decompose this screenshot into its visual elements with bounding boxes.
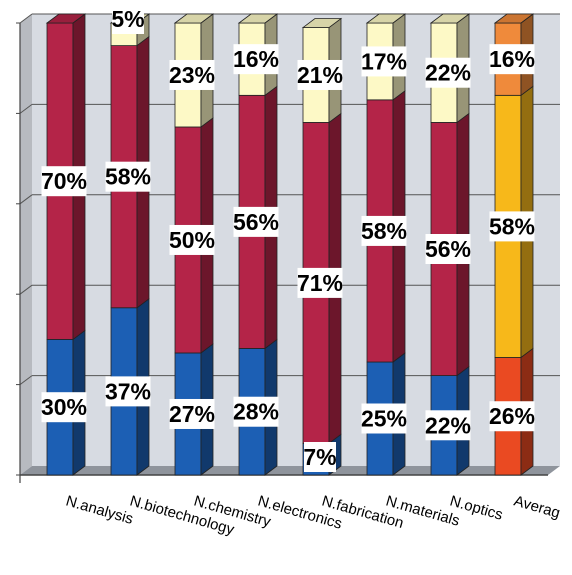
svg-text:26%: 26% <box>489 403 535 429</box>
svg-text:16%: 16% <box>233 46 279 72</box>
floor <box>20 466 560 475</box>
svg-text:22%: 22% <box>425 60 471 86</box>
svg-text:28%: 28% <box>233 399 279 425</box>
gridline-side <box>19 284 33 295</box>
data-label: 50% <box>169 224 215 255</box>
data-label: 58% <box>361 215 407 246</box>
svg-text:22%: 22% <box>425 412 471 438</box>
svg-text:30%: 30% <box>41 394 87 420</box>
data-label: 70% <box>41 166 87 197</box>
data-label: 26% <box>489 401 535 432</box>
svg-text:7%: 7% <box>303 444 336 470</box>
data-label: 27% <box>169 398 215 429</box>
svg-text:27%: 27% <box>169 401 215 427</box>
x-tick-labels: N.analysisN.biotechnologyN.chemistryN.el… <box>64 493 562 539</box>
bar-top <box>237 13 279 24</box>
data-label: 17% <box>361 46 407 77</box>
bar-top <box>173 13 215 24</box>
bar-top <box>365 13 407 24</box>
gridline-side <box>19 194 33 205</box>
svg-text:58%: 58% <box>361 218 407 244</box>
svg-text:37%: 37% <box>105 378 151 404</box>
gridline-side <box>19 13 33 24</box>
data-label: 25% <box>361 403 407 434</box>
gridline-side <box>19 375 33 386</box>
data-label: 22% <box>425 57 471 88</box>
svg-text:16%: 16% <box>489 46 535 72</box>
data-label: 30% <box>41 392 87 423</box>
svg-text:5%: 5% <box>111 6 144 32</box>
svg-text:58%: 58% <box>105 164 151 190</box>
x-tick-label: N.analysis <box>64 493 135 528</box>
data-label: 21% <box>297 59 343 90</box>
svg-text:50%: 50% <box>169 227 215 253</box>
svg-text:25%: 25% <box>361 406 407 432</box>
bar-top <box>301 18 343 28</box>
data-label: 23% <box>169 59 215 90</box>
data-label: 58% <box>105 161 151 192</box>
svg-text:56%: 56% <box>425 236 471 262</box>
data-label: 7% <box>303 442 337 472</box>
data-label: 22% <box>425 410 471 441</box>
svg-text:17%: 17% <box>361 48 407 74</box>
svg-text:56%: 56% <box>233 209 279 235</box>
data-label: 16% <box>489 44 535 75</box>
data-label: 71% <box>297 267 343 298</box>
data-label: 58% <box>489 211 535 242</box>
data-labels: 30% 70% 37% 58% 5% 27% 50% 23% 28% 56% 16% 7% 71% 21%… <box>41 4 535 472</box>
plot-background <box>16 13 560 483</box>
svg-text:70%: 70% <box>41 168 87 194</box>
svg-text:23%: 23% <box>169 62 215 88</box>
data-label: 5% <box>111 4 145 34</box>
svg-text:21%: 21% <box>297 62 343 88</box>
x-tick-label: Averag <box>512 493 562 522</box>
gridline-side <box>19 104 33 114</box>
data-label: 37% <box>105 376 151 407</box>
left-wall <box>20 14 32 475</box>
bar-top <box>493 13 535 24</box>
bar-top <box>429 13 471 24</box>
data-label: 56% <box>425 234 471 264</box>
data-label: 16% <box>233 44 279 75</box>
data-label: 28% <box>233 396 279 427</box>
bar-top <box>45 13 87 24</box>
data-label: 56% <box>233 206 279 237</box>
svg-text:58%: 58% <box>489 213 535 239</box>
svg-text:71%: 71% <box>297 270 343 296</box>
